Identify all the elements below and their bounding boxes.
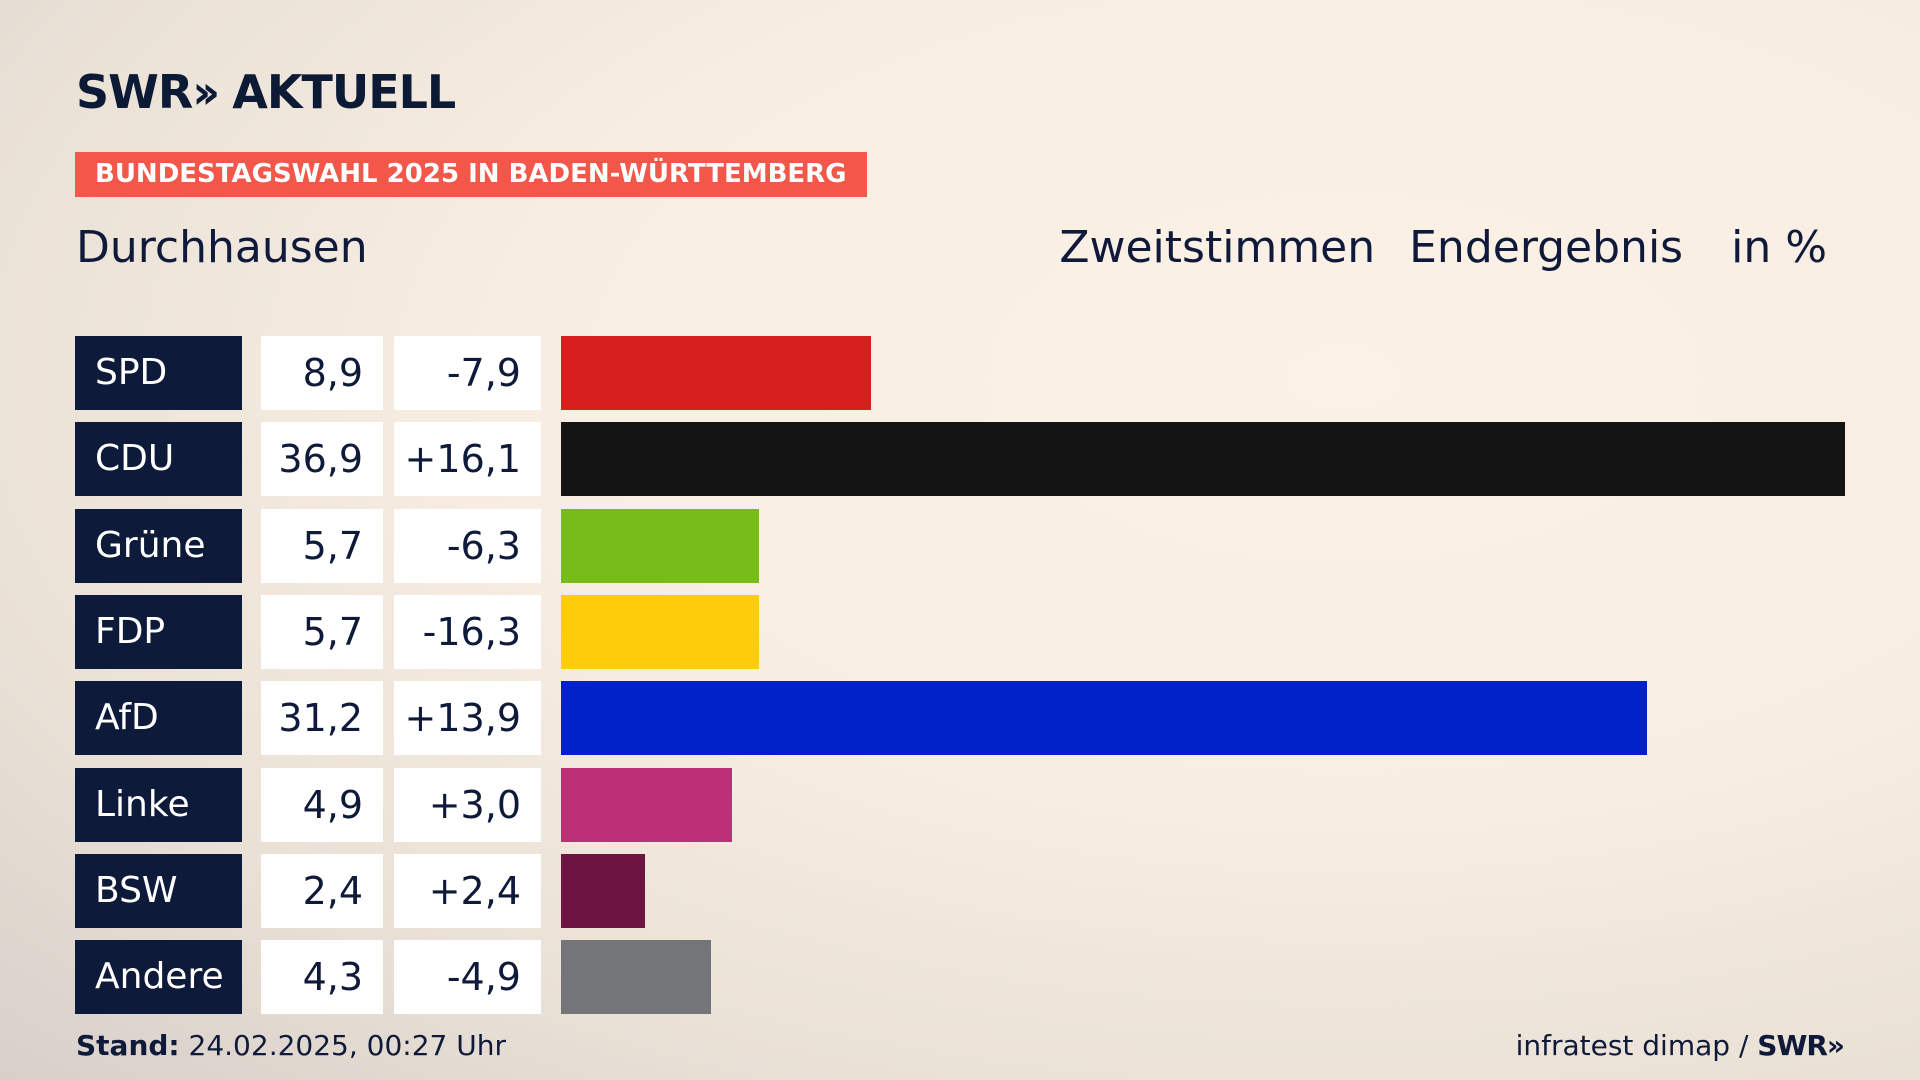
- result-bar: [561, 681, 1647, 756]
- party-label: Grüne: [75, 508, 242, 583]
- change-value: +16,1: [394, 422, 541, 497]
- change-value: +2,4: [394, 853, 541, 928]
- change-value: -6,3: [394, 508, 541, 583]
- result-bar: [561, 594, 760, 669]
- result-status: Endergebnis: [1409, 222, 1684, 273]
- stand-label: Stand:: [76, 1029, 180, 1062]
- logo-sub: AKTUELL: [232, 65, 456, 119]
- result-bar: [561, 853, 645, 928]
- result-bar: [561, 767, 732, 842]
- vote-share-value: 36,9: [261, 422, 383, 497]
- source-brand: SWR»: [1757, 1029, 1845, 1062]
- change-value: -4,9: [394, 940, 541, 1015]
- topic-label: BUNDESTAGSWAHL 2025 IN BADEN-WÜRTTEMBERG: [75, 152, 867, 197]
- result-row: SPD 8,9 -7,9: [75, 336, 1845, 410]
- source-credit: infratest dimap / SWR»: [1515, 1028, 1845, 1064]
- change-value: +13,9: [394, 681, 541, 756]
- logo-text: SWR: [76, 65, 193, 119]
- place-title: Durchhausen: [76, 222, 368, 273]
- result-row: FDP 5,7 -16,3: [75, 594, 1845, 669]
- vote-share-value: 4,9: [261, 767, 383, 842]
- result-row: AfD 31,2 +13,9: [75, 681, 1845, 756]
- source-text: infratest dimap /: [1515, 1029, 1749, 1062]
- party-label: BSW: [75, 853, 242, 928]
- party-label: AfD: [75, 681, 242, 756]
- result-bar: [561, 940, 711, 1015]
- vote-share-value: 2,4: [261, 853, 383, 928]
- result-heading: Zweitstimmen Endergebnis in %: [1059, 220, 1827, 276]
- change-value: +3,0: [394, 767, 541, 842]
- result-row: Grüne 5,7 -6,3: [75, 508, 1845, 583]
- vote-share-value: 5,7: [261, 508, 383, 583]
- result-bar: [561, 336, 871, 410]
- vote-share-value: 31,2: [261, 681, 383, 756]
- party-label: SPD: [75, 336, 242, 410]
- unit-label: in %: [1731, 222, 1827, 273]
- swr-aktuell-logo: SWR›› AKTUELL: [76, 65, 456, 119]
- result-row: CDU 36,9 +16,1: [75, 422, 1845, 497]
- result-bar: [561, 422, 1845, 497]
- result-row: BSW 2,4 +2,4: [75, 853, 1845, 928]
- party-label: CDU: [75, 422, 242, 497]
- logo-arrows-icon: ››: [192, 65, 220, 119]
- result-bar: [561, 508, 760, 583]
- vote-share-value: 8,9: [261, 336, 383, 410]
- vote-share-value: 5,7: [261, 594, 383, 669]
- timestamp: Stand: 24.02.2025, 00:27 Uhr: [76, 1028, 506, 1064]
- vote-share-value: 4,3: [261, 940, 383, 1015]
- vote-type: Zweitstimmen: [1059, 222, 1376, 273]
- result-row: Linke 4,9 +3,0: [75, 767, 1845, 842]
- party-label: FDP: [75, 594, 242, 669]
- party-label: Andere: [75, 940, 242, 1015]
- stand-value: 24.02.2025, 00:27 Uhr: [188, 1029, 506, 1062]
- change-value: -16,3: [394, 594, 541, 669]
- change-value: -7,9: [394, 336, 541, 410]
- party-label: Linke: [75, 767, 242, 842]
- result-row: Andere 4,3 -4,9: [75, 940, 1845, 1015]
